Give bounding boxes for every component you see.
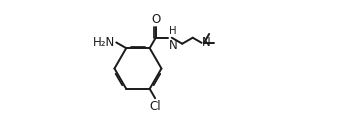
Text: N: N (169, 39, 178, 52)
Text: Cl: Cl (149, 100, 161, 113)
Text: N: N (202, 36, 211, 49)
Text: H: H (169, 26, 177, 36)
Text: O: O (151, 13, 160, 26)
Text: H₂N: H₂N (93, 36, 115, 49)
